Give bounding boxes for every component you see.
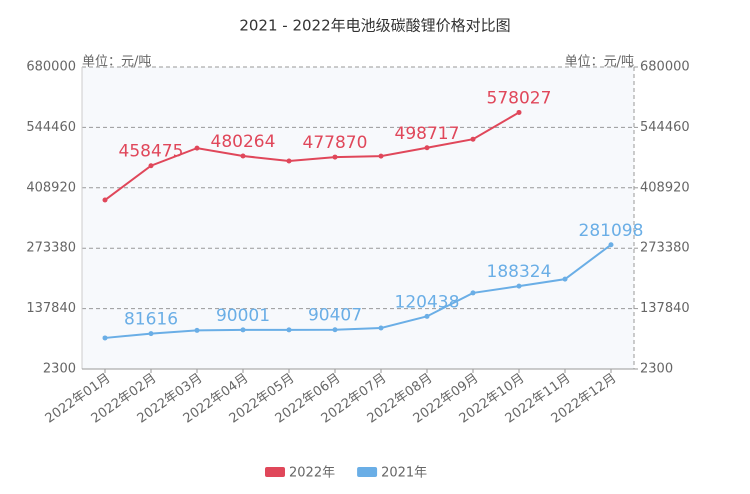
y2-tick-label: 408920 [640, 180, 690, 195]
value-label: 120438 [395, 292, 460, 312]
point [332, 327, 338, 333]
y-tick-label: 273380 [26, 241, 76, 256]
point [470, 136, 476, 142]
point [378, 153, 384, 159]
value-label: 281098 [579, 221, 644, 241]
y2-unit: 单位：元/吨 [565, 55, 634, 70]
point [194, 145, 200, 151]
y-tick-label: 2300 [43, 362, 76, 377]
legend-label: 2022年 [289, 466, 335, 481]
y-tick-label: 137840 [26, 301, 76, 316]
value-label: 90407 [308, 306, 362, 326]
point [332, 154, 338, 160]
point [240, 153, 246, 159]
y-unit: 单位：元/吨 [82, 55, 151, 70]
y-tick-label: 544460 [26, 120, 76, 135]
value-label: 81616 [124, 310, 178, 330]
point [102, 197, 108, 203]
value-label: 477870 [303, 133, 368, 153]
point [516, 109, 522, 115]
legend-swatch [265, 467, 285, 477]
point [148, 331, 154, 337]
point [378, 325, 384, 331]
y2-tick-label: 544460 [640, 120, 690, 135]
y-tick-label: 680000 [26, 60, 76, 75]
y2-tick-label: 137840 [640, 301, 690, 316]
value-label: 188324 [487, 262, 552, 282]
point [148, 163, 154, 169]
point [470, 290, 476, 296]
value-label: 90001 [216, 306, 270, 326]
legend-label: 2021年 [381, 466, 427, 481]
y2-tick-label: 680000 [640, 60, 690, 75]
legend-swatch [357, 467, 378, 477]
value-label: 458475 [119, 142, 184, 162]
point [424, 313, 430, 319]
series-line [104, 111, 520, 201]
point [102, 335, 108, 341]
y-tick-label: 408920 [26, 180, 76, 195]
point [194, 327, 200, 333]
y2-tick-label: 2300 [640, 362, 673, 377]
point [286, 158, 292, 164]
point [608, 242, 614, 248]
chart-title: 2021 - 2022年电池级碳酸锂价格对比图 [239, 17, 510, 35]
value-label: 480264 [211, 132, 276, 152]
point [424, 145, 430, 151]
value-label: 498717 [395, 124, 460, 144]
plot-area [82, 67, 634, 369]
point [286, 327, 292, 333]
point [240, 327, 246, 333]
y2-tick-label: 273380 [640, 241, 690, 256]
series-line [104, 243, 612, 339]
point [562, 276, 568, 282]
point [516, 283, 522, 289]
value-label: 578027 [487, 88, 552, 108]
